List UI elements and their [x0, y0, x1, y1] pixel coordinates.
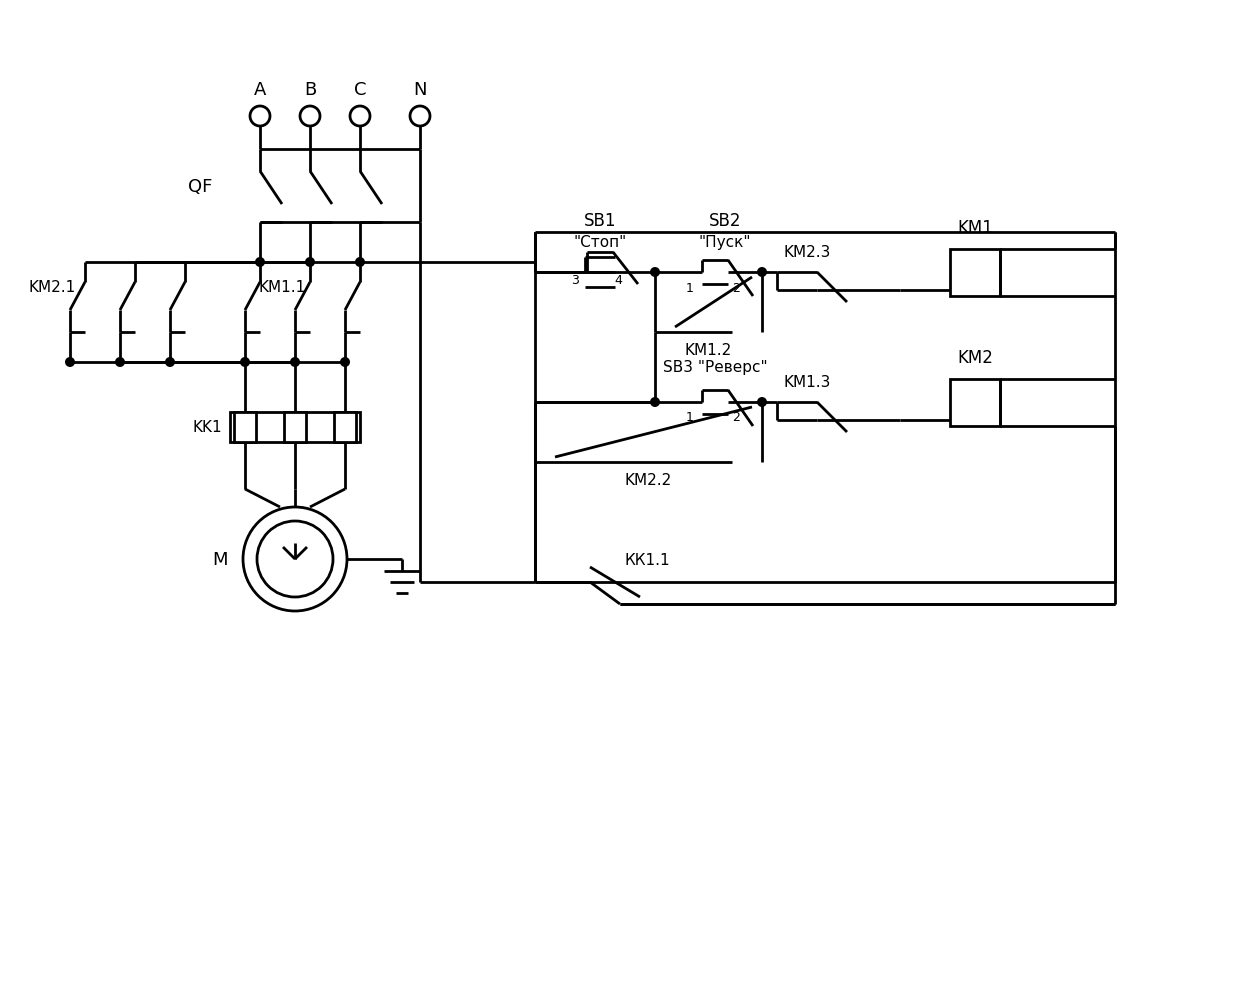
Circle shape: [290, 358, 300, 368]
Text: SB3 "Реверс": SB3 "Реверс": [663, 360, 767, 375]
Text: КК1.1: КК1.1: [624, 553, 670, 568]
Text: "Пуск": "Пуск": [699, 236, 751, 250]
Text: A: A: [254, 81, 266, 98]
Text: 4: 4: [615, 274, 622, 287]
Text: KM2: KM2: [957, 349, 992, 367]
Bar: [284, 413, 306, 442]
Bar: [230, 413, 361, 442]
Text: 1: 1: [686, 281, 694, 294]
Text: B: B: [304, 81, 316, 98]
Circle shape: [165, 358, 175, 368]
Text: SB2: SB2: [709, 212, 741, 230]
Text: C: C: [354, 81, 367, 98]
Circle shape: [240, 358, 250, 368]
Bar: [335, 413, 356, 442]
Bar: [950, 380, 1000, 426]
Text: SB1: SB1: [584, 212, 616, 230]
Circle shape: [305, 257, 315, 267]
Text: KM2.1: KM2.1: [28, 280, 76, 295]
Circle shape: [115, 358, 125, 368]
Circle shape: [339, 358, 349, 368]
Circle shape: [255, 257, 265, 267]
Circle shape: [650, 267, 660, 277]
Bar: [234, 413, 256, 442]
Circle shape: [757, 267, 767, 277]
Text: M: M: [213, 551, 228, 569]
Circle shape: [64, 358, 76, 368]
Text: KM2.3: KM2.3: [783, 246, 830, 260]
Text: 2: 2: [732, 281, 740, 294]
Text: KM1.3: KM1.3: [783, 375, 830, 390]
Text: "Стоп": "Стоп": [574, 236, 627, 250]
Text: KM1: KM1: [957, 219, 992, 237]
Text: N: N: [414, 81, 426, 98]
Circle shape: [356, 257, 366, 267]
Text: 1: 1: [686, 412, 694, 424]
Text: 3: 3: [571, 274, 579, 287]
Text: KK1: KK1: [192, 420, 222, 435]
Text: QF: QF: [187, 177, 212, 195]
Circle shape: [757, 398, 767, 408]
Bar: [950, 249, 1000, 296]
Text: KM1.2: KM1.2: [685, 343, 732, 358]
Text: KM2.2: KM2.2: [624, 473, 672, 488]
Text: KM1.1: KM1.1: [258, 280, 305, 295]
Circle shape: [650, 398, 660, 408]
Text: 2: 2: [732, 412, 740, 424]
